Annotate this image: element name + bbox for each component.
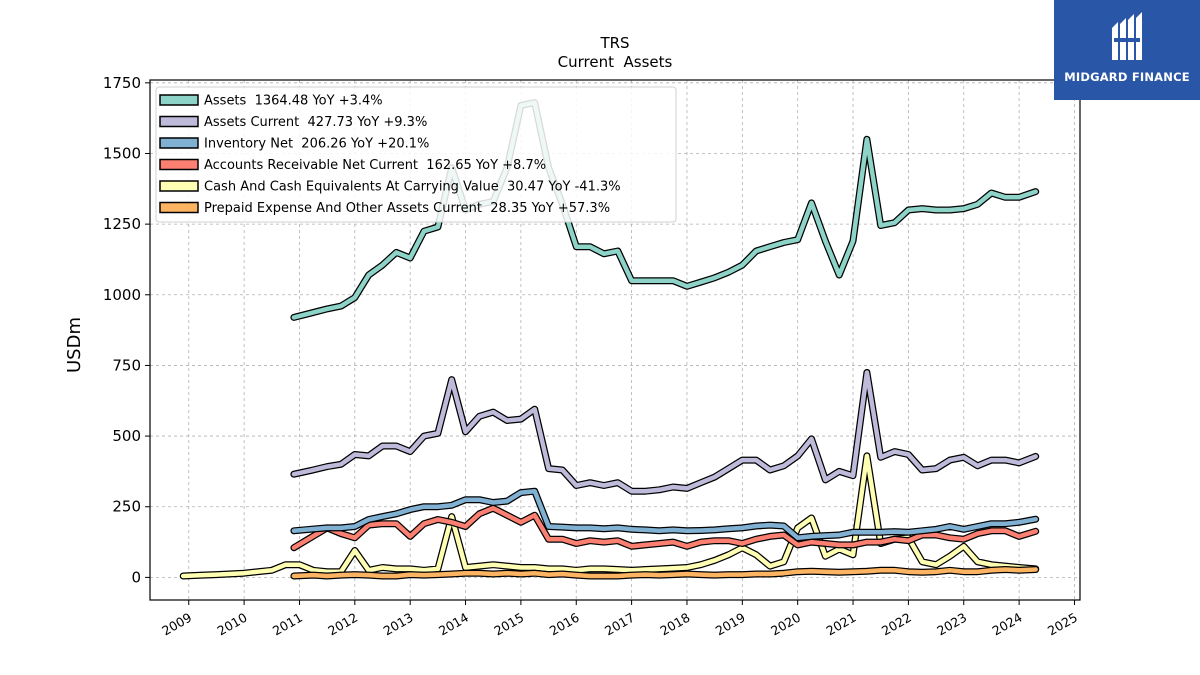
y-tick-label: 750 (112, 356, 141, 374)
x-tick-label: 2020 (768, 610, 803, 639)
x-tick-label: 2025 (1045, 610, 1080, 639)
y-tick-label: 1500 (103, 144, 141, 162)
legend-entry: Prepaid Expense And Other Assets Current… (204, 201, 610, 216)
legend-box (155, 86, 677, 223)
legend-swatch (159, 94, 199, 106)
chart-subtitle: Current Assets (558, 53, 673, 71)
series-lines (179, 99, 1040, 580)
x-tick-label: 2022 (879, 610, 914, 639)
chart-title: TRS (599, 34, 629, 52)
x-tick-label: 2011 (270, 610, 305, 639)
y-axis-label: USDm (64, 317, 85, 373)
legend-entry: Assets Current 427.73 YoY +9.3% (204, 115, 427, 130)
brand-name: MIDGARD FINANCE (1064, 70, 1190, 84)
y-tick-label: 1250 (103, 215, 141, 233)
legend-entry: Inventory Net 206.26 YoY +20.1% (204, 137, 429, 152)
plot-frame (149, 79, 1081, 601)
x-axis-ticks: 2009 2010 2011 2012 2013 2014 2015 2016 2017 2018… (159, 600, 1080, 639)
legend-swatch (159, 137, 199, 149)
x-tick-label: 2017 (602, 610, 637, 639)
x-tick-label: 2014 (436, 610, 471, 639)
x-tick-label: 2013 (381, 610, 416, 639)
series-outline (290, 369, 1040, 495)
y-tick-label: 1750 (103, 74, 141, 92)
y-tick-label: 0 (131, 568, 141, 586)
legend-entry: Accounts Receivable Net Current 162.65 Y… (204, 158, 546, 173)
legend-swatch (159, 158, 199, 171)
y-tick-label: 500 (112, 427, 141, 445)
series-line (291, 505, 1038, 550)
legend-swatch (159, 201, 199, 214)
legend-swatch (159, 180, 199, 192)
x-tick-label: 2018 (657, 610, 692, 639)
legend-entry: Assets 1364.48 YoY +3.4% (204, 94, 383, 109)
legend-entry: Cash And Cash Equivalents At Carrying Va… (204, 180, 621, 195)
series-line (291, 370, 1038, 494)
legend-swatch (159, 115, 199, 128)
x-tick-label: 2009 (159, 610, 194, 639)
legend: Assets 1364.48 YoY +3.4% Assets Current 4… (155, 86, 677, 223)
brand-logo: MIDGARD FINANCE (1054, 0, 1200, 100)
y-axis-ticks: 0 250 500 750 1000 1250 1500 1750 (103, 74, 150, 586)
x-tick-label: 2024 (990, 610, 1025, 639)
y-tick-label: 1000 (103, 286, 141, 304)
y-tick-label: 250 (112, 498, 141, 516)
brand-logo-icon (1112, 12, 1142, 60)
x-tick-label: 2010 (215, 610, 250, 639)
x-tick-label: 2012 (325, 610, 360, 639)
series-line (291, 567, 1038, 579)
series-line (291, 488, 1038, 541)
x-tick-label: 2015 (491, 610, 526, 639)
x-tick-label: 2023 (934, 610, 969, 639)
x-tick-label: 2019 (713, 610, 748, 639)
series-line (291, 100, 1038, 320)
x-tick-label: 2016 (547, 610, 582, 639)
x-tick-label: 2021 (823, 610, 858, 639)
